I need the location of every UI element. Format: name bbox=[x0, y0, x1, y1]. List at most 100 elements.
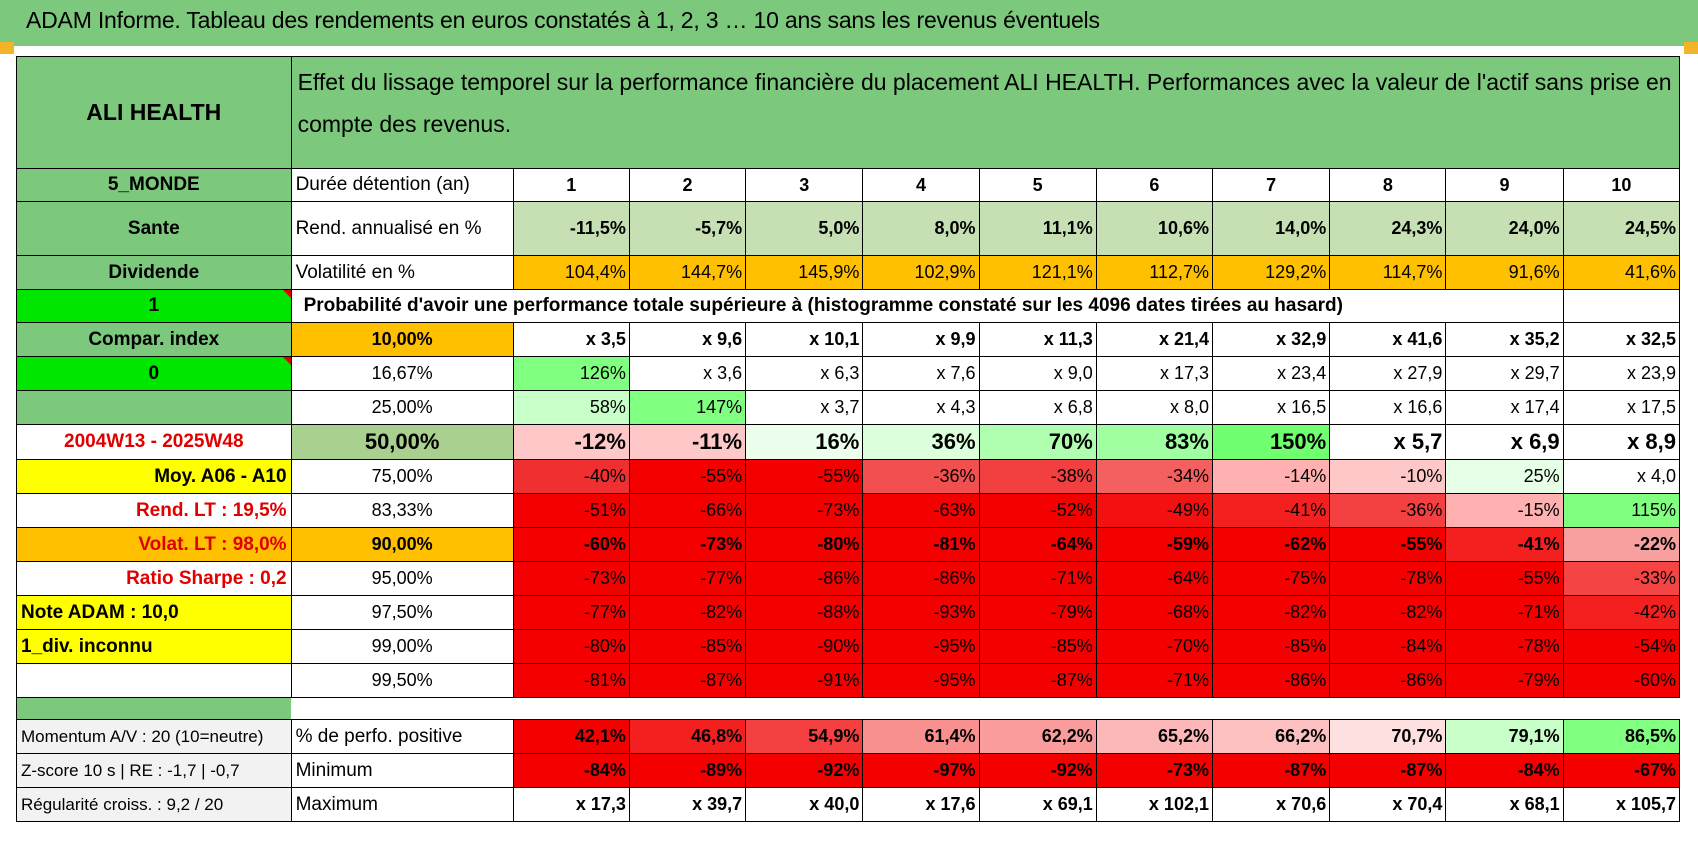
quantile-cell: -54% bbox=[1562, 629, 1681, 664]
quantile-cell: x 17,5 bbox=[1562, 390, 1681, 425]
quantile-cell: 16% bbox=[745, 424, 864, 460]
quantile-cell: -70% bbox=[1095, 629, 1213, 664]
probability-header-row: 1 Probabilité d'avoir une performance to… bbox=[16, 289, 1681, 323]
positive-perf-cell: 42,1% bbox=[512, 719, 630, 754]
quantile-cell: -66% bbox=[628, 493, 747, 528]
quantile-row: Note ADAM : 10,0 97,50% -77% -82% -88% -… bbox=[16, 595, 1681, 630]
quantile-cell: x 5,7 bbox=[1329, 424, 1447, 460]
quantile-cell: x 4,3 bbox=[862, 390, 980, 425]
quantile-cell: -79% bbox=[978, 595, 1097, 630]
quantile-row: Moy. A06 - A10 75,00% -40% -55% -55% -36… bbox=[16, 459, 1681, 494]
annualized-return-cell: -5,7% bbox=[628, 201, 747, 256]
minimum-cell: -67% bbox=[1562, 753, 1681, 788]
quantile-row: 25,00% 58% 147% x 3,7 x 4,3 x 6,8 x 8,0 … bbox=[16, 390, 1681, 425]
quantile-cell: -87% bbox=[978, 663, 1097, 698]
volatility-cell: 41,6% bbox=[1562, 255, 1681, 290]
spacer-cell bbox=[291, 697, 1680, 720]
quantile-cell: x 41,6 bbox=[1329, 322, 1447, 357]
quantile-cell: -42% bbox=[1562, 595, 1681, 630]
quantile-cell: 115% bbox=[1562, 493, 1681, 528]
quantile-label: 90,00% bbox=[290, 527, 514, 562]
quantile-cell: -14% bbox=[1211, 459, 1331, 494]
quantile-cell: -51% bbox=[512, 493, 630, 528]
quantile-label: 99,50% bbox=[290, 663, 514, 698]
quantile-cell: -87% bbox=[628, 663, 747, 698]
positive-perf-cell: 61,4% bbox=[862, 719, 980, 754]
quantile-cell: -33% bbox=[1562, 561, 1681, 596]
quantile-row: 0 16,67% 126% x 3,6 x 6,3 x 7,6 x 9,0 x … bbox=[16, 356, 1681, 391]
positive-perf-cell: 86,5% bbox=[1562, 719, 1681, 754]
quantile-cell: -40% bbox=[512, 459, 630, 494]
quantile-row: Ratio Sharpe : 0,2 95,00% -73% -77% -86%… bbox=[16, 561, 1681, 596]
sector-label: Sante bbox=[16, 201, 292, 256]
positive-perf-row: Momentum A/V : 20 (10=neutre) % de perfo… bbox=[16, 719, 1681, 754]
average-label: Moy. A06 - A10 bbox=[16, 459, 292, 494]
volatility-cell: 145,9% bbox=[745, 255, 864, 290]
volatility-row: Dividende Volatilité en % 104,4% 144,7% … bbox=[16, 255, 1681, 290]
annualized-return-label: Rend. annualisé en % bbox=[290, 201, 514, 256]
maximum-cell: x 40,0 bbox=[745, 787, 864, 822]
quantile-cell: -88% bbox=[745, 595, 864, 630]
quantile-cell: -86% bbox=[862, 561, 980, 596]
quantile-cell: -59% bbox=[1095, 527, 1213, 562]
flag-cell-1[interactable]: 1 bbox=[16, 289, 292, 323]
title-row: ALI HEALTH Effet du lissage temporel sur… bbox=[16, 56, 1681, 169]
year-header: 10 bbox=[1562, 168, 1681, 202]
quantile-label: 25,00% bbox=[290, 390, 514, 425]
maximum-cell: x 70,6 bbox=[1211, 787, 1331, 822]
quantile-cell: -77% bbox=[512, 595, 630, 630]
positive-perf-cell: 66,2% bbox=[1211, 719, 1331, 754]
annualized-return-cell: -11,5% bbox=[512, 201, 630, 256]
maximum-cell: x 68,1 bbox=[1445, 787, 1564, 822]
quantile-row: Volat. LT : 98,0% 90,00% -60% -73% -80% … bbox=[16, 527, 1681, 562]
year-header: 1 bbox=[512, 168, 630, 202]
quantile-cell: -22% bbox=[1562, 527, 1681, 562]
annualized-return-cell: 14,0% bbox=[1211, 201, 1331, 256]
long-term-volatility-label: Volat. LT : 98,0% bbox=[16, 527, 292, 562]
quantile-cell: x 6,9 bbox=[1445, 424, 1564, 460]
quantile-cell: x 16,6 bbox=[1329, 390, 1447, 425]
quantile-cell: -55% bbox=[745, 459, 864, 494]
quantile-cell: -34% bbox=[1095, 459, 1213, 494]
quantile-cell: -36% bbox=[862, 459, 980, 494]
volatility-cell: 129,2% bbox=[1211, 255, 1331, 290]
quantile-cell: x 23,9 bbox=[1562, 356, 1681, 391]
quantile-cell: -77% bbox=[628, 561, 747, 596]
quantile-cell: -36% bbox=[1329, 493, 1447, 528]
quantile-cell: -75% bbox=[1211, 561, 1331, 596]
quantile-cell: -64% bbox=[1095, 561, 1213, 596]
long-term-return-label: Rend. LT : 19,5% bbox=[16, 493, 292, 528]
quantile-cell: x 8,0 bbox=[1095, 390, 1213, 425]
quantile-label: 97,50% bbox=[290, 595, 514, 630]
quantile-cell: x 23,4 bbox=[1211, 356, 1331, 391]
maximum-cell: x 17,3 bbox=[512, 787, 630, 822]
quantile-cell: 70% bbox=[978, 424, 1097, 460]
quantile-cell: x 10,1 bbox=[745, 322, 864, 357]
quantile-cell: -95% bbox=[862, 663, 980, 698]
momentum-label: Momentum A/V : 20 (10=neutre) bbox=[16, 719, 292, 754]
quantile-label: 10,00% bbox=[290, 322, 514, 357]
quantile-cell: x 17,3 bbox=[1095, 356, 1213, 391]
year-header: 2 bbox=[628, 168, 747, 202]
minimum-cell: -87% bbox=[1211, 753, 1331, 788]
volatility-cell: 102,9% bbox=[862, 255, 980, 290]
quantile-cell: x 3,6 bbox=[628, 356, 747, 391]
annualized-return-row: Sante Rend. annualisé en % -11,5% -5,7% … bbox=[16, 201, 1681, 256]
minimum-cell: -89% bbox=[628, 753, 747, 788]
volatility-cell: 121,1% bbox=[978, 255, 1097, 290]
minimum-cell: -87% bbox=[1329, 753, 1447, 788]
duration-row: 5_MONDE Durée détention (an) 1 2 3 4 5 6… bbox=[16, 168, 1681, 202]
quantile-cell: -52% bbox=[978, 493, 1097, 528]
quantile-cell: x 21,4 bbox=[1095, 322, 1213, 357]
quantile-cell: -62% bbox=[1211, 527, 1331, 562]
quantile-cell: -85% bbox=[628, 629, 747, 664]
quantile-cell: -71% bbox=[1095, 663, 1213, 698]
zscore-label: Z-score 10 s | RE : -1,7 | -0,7 bbox=[16, 753, 292, 788]
volatility-cell: 91,6% bbox=[1445, 255, 1564, 290]
quantile-cell: -49% bbox=[1095, 493, 1213, 528]
year-header: 8 bbox=[1329, 168, 1447, 202]
quantile-label: 50,00% bbox=[290, 424, 514, 460]
quantile-cell: -55% bbox=[628, 459, 747, 494]
quantile-cell: -82% bbox=[628, 595, 747, 630]
flag-cell-2[interactable]: 0 bbox=[16, 356, 292, 391]
